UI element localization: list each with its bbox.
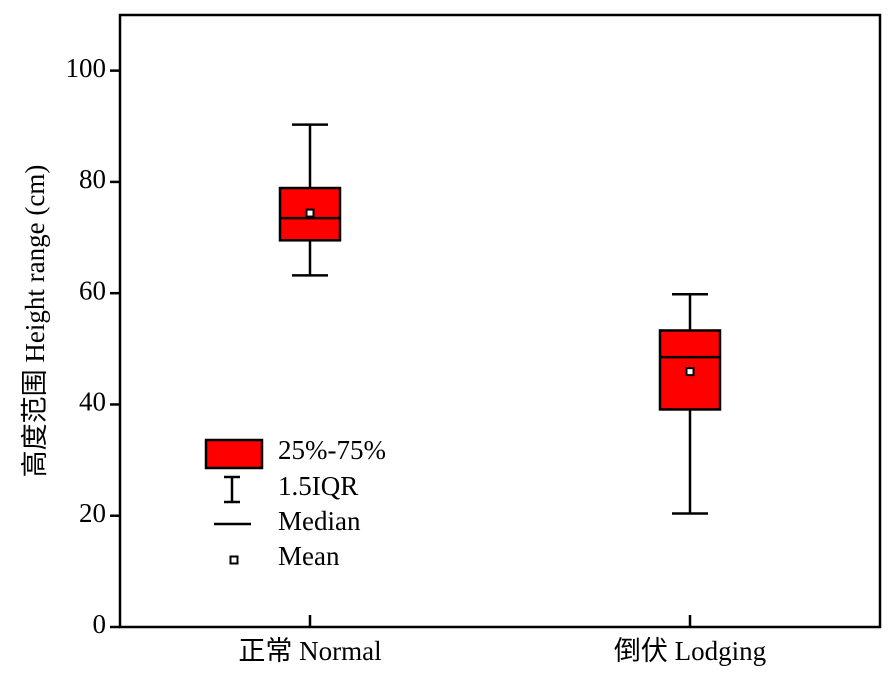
legend-box [204, 438, 264, 470]
y-tick-label: 0 [93, 609, 107, 639]
y-tick-label: 60 [79, 275, 106, 305]
legend-label: 1.5IQR [278, 471, 358, 501]
y-tick-label: 100 [66, 53, 107, 83]
mean [305, 208, 315, 218]
y-axis-label: 高度范围 Height range (cm) [20, 165, 50, 478]
y-tick-label: 80 [79, 164, 106, 194]
legend-label: 25%-75% [278, 435, 386, 465]
legend-label: Median [278, 506, 361, 536]
y-tick-label: 20 [79, 498, 106, 528]
legend-label: Mean [278, 541, 340, 571]
mean [685, 367, 695, 377]
x-tick-label: 倒伏 Lodging [614, 636, 766, 666]
y-tick-label: 40 [79, 387, 106, 417]
legend-mean [229, 555, 239, 565]
x-tick-label: 正常 Normal [238, 636, 381, 666]
plot-frame [118, 13, 882, 629]
